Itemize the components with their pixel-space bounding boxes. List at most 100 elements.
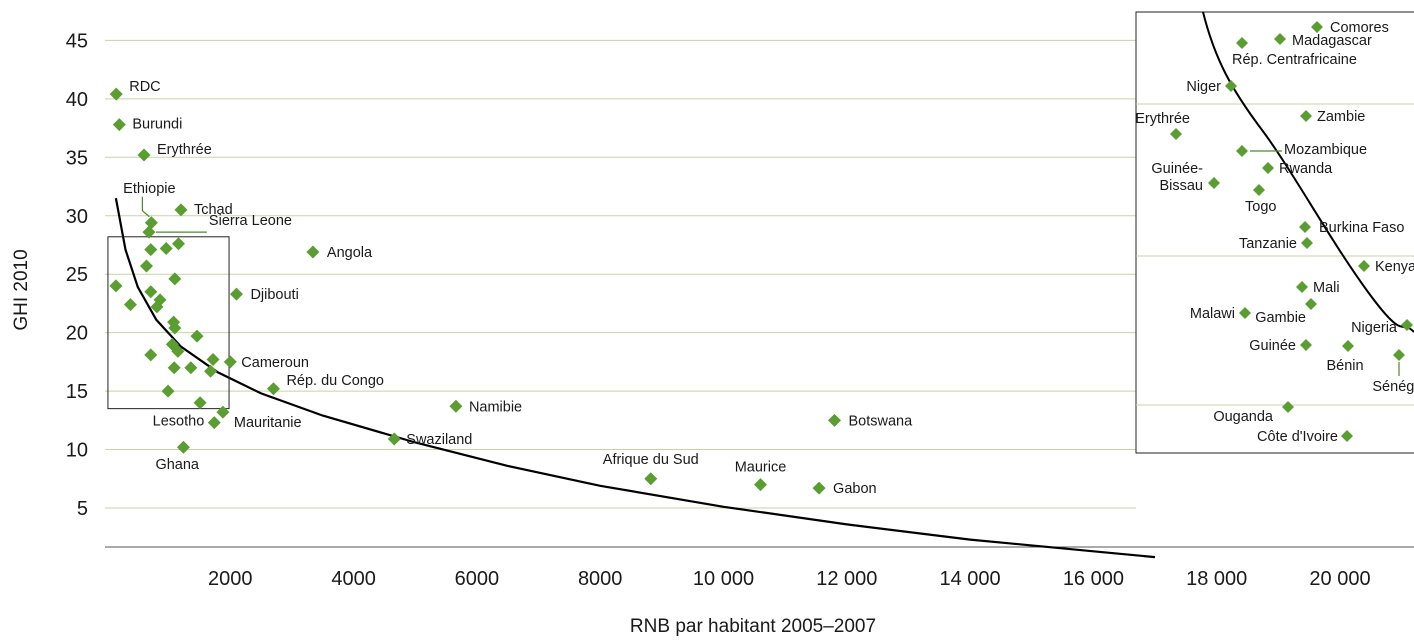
y-tick-label: 5	[77, 498, 88, 520]
inset-trend-curve	[1202, 11, 1414, 333]
x-tick-label: 2000	[208, 568, 253, 590]
inset-point-togo	[1253, 184, 1265, 196]
x-tick-label: 10 000	[693, 568, 754, 590]
inset-label-guinee: Guinée	[1249, 338, 1296, 354]
inset-point-malawi	[1239, 307, 1251, 319]
point-z19	[184, 361, 198, 375]
label-cameroun: Cameroun	[241, 355, 309, 371]
y-tick-label: 10	[66, 440, 88, 462]
inset-label-niger: Niger	[1186, 79, 1221, 95]
point-rdc	[109, 87, 123, 101]
inset-point-gambie	[1305, 298, 1317, 310]
point-z18	[167, 361, 181, 375]
point-z05	[168, 272, 182, 286]
point-labels: RDC Burundi Erythrée Tchad Ethiopie Sierra Le…	[123, 79, 913, 497]
point-z13	[190, 329, 204, 343]
inset-label-rwanda: Rwanda	[1279, 161, 1333, 177]
x-axis-title: RNB par habitant 2005–2007	[630, 616, 876, 637]
point-z03	[172, 237, 186, 251]
point-lesotho	[207, 416, 221, 430]
inset-point-nigeria	[1401, 319, 1413, 331]
point-z09	[123, 298, 137, 312]
zoom-box	[107, 236, 230, 410]
label-afrique-du-sud: Afrique du Sud	[603, 452, 699, 468]
inset-point-mozambique	[1236, 145, 1248, 157]
inset-label-ouganda: Ouganda	[1213, 409, 1274, 425]
inset-point-ouganda	[1282, 401, 1294, 413]
inset-label-cote-d-ivoire: Côte d'Ivoire	[1257, 429, 1338, 445]
inset-points	[1170, 21, 1413, 442]
trend-curve	[114, 197, 1156, 559]
point-z04	[139, 259, 153, 273]
inset-label-kenya: Kenya	[1375, 259, 1414, 275]
x-tick-label: 12 000	[816, 568, 877, 590]
point-z16	[144, 348, 158, 362]
label-leader-lines	[141, 196, 207, 233]
label-gabon: Gabon	[833, 481, 877, 497]
point-rep-du-congo	[266, 382, 280, 396]
label-swaziland: Swaziland	[406, 432, 472, 448]
inset-point-niger	[1225, 80, 1237, 92]
inset-point-burkina-faso	[1299, 221, 1311, 233]
point-erythree	[137, 148, 151, 162]
data-points	[109, 87, 841, 495]
y-axis-title: GHI 2010	[11, 249, 32, 330]
inset-point-erythree	[1170, 128, 1182, 140]
inset-frame	[1135, 11, 1414, 454]
gridlines	[105, 39, 1136, 509]
label-ethiopie: Ethiopie	[123, 181, 175, 197]
x-tick-label: 8000	[578, 568, 623, 590]
point-z15	[171, 344, 185, 358]
y-tick-labels: 5 10 15 20 25 30 35 40 45	[66, 30, 88, 520]
inset-label-mali: Mali	[1313, 280, 1340, 296]
point-z20	[204, 364, 218, 378]
y-tick-label: 15	[66, 381, 88, 403]
label-djibouti: Djibouti	[250, 287, 298, 303]
label-ghana: Ghana	[155, 457, 199, 473]
label-burundi: Burundi	[132, 117, 182, 133]
point-z07	[144, 285, 158, 299]
inset-label-mozambique: Mozambique	[1284, 142, 1367, 158]
point-z06	[109, 279, 123, 293]
point-swaziland	[387, 432, 401, 446]
point-gabon	[812, 481, 826, 495]
point-angola	[306, 245, 320, 259]
label-sierra-leone: Sierra Leone	[209, 213, 292, 229]
inset-point-rep-centrafricaine	[1236, 37, 1248, 49]
inset-point-comores	[1311, 21, 1323, 33]
x-tick-label: 6000	[455, 568, 500, 590]
label-angola: Angola	[327, 245, 373, 261]
leader-ethiopie	[141, 196, 150, 218]
point-burundi	[112, 118, 126, 132]
inset-point-guinee-bissau	[1208, 177, 1220, 189]
x-tick-label: 16 000	[1063, 568, 1124, 590]
inset-label-zambie: Zambie	[1317, 109, 1365, 125]
inset-label-gambie: Gambie	[1255, 310, 1306, 326]
point-mauritanie	[216, 405, 230, 419]
inset-label-burkina-faso: Burkina Faso	[1319, 220, 1404, 236]
y-tick-label: 30	[66, 206, 88, 228]
point-z02	[159, 241, 173, 255]
inset-point-zambie	[1300, 110, 1312, 122]
y-tick-label: 40	[66, 89, 88, 111]
inset-label-erythree: Erythrée	[1135, 111, 1190, 127]
point-cameroun	[223, 355, 237, 369]
point-sierra-leone	[142, 225, 156, 239]
inset-point-senegal	[1393, 349, 1405, 361]
point-afrique-du-sud	[644, 472, 658, 486]
inset-gridlines	[1136, 103, 1414, 406]
label-namibie: Namibie	[469, 399, 522, 415]
y-tick-label: 45	[66, 30, 88, 52]
inset-point-tanzanie	[1301, 237, 1313, 249]
inset-point-mali	[1296, 281, 1308, 293]
point-ethiopie	[144, 216, 158, 230]
point-djibouti	[229, 287, 243, 301]
inset-point-cote-d-ivoire	[1341, 430, 1353, 442]
y-tick-label: 35	[66, 147, 88, 169]
inset-label-madagascar: Madagascar	[1292, 33, 1372, 49]
label-botswana: Botswana	[848, 413, 913, 429]
inset-point-kenya	[1358, 260, 1370, 272]
label-tchad: Tchad	[194, 202, 233, 218]
point-maurice	[753, 478, 767, 492]
inset-leader-lines	[1250, 150, 1400, 376]
